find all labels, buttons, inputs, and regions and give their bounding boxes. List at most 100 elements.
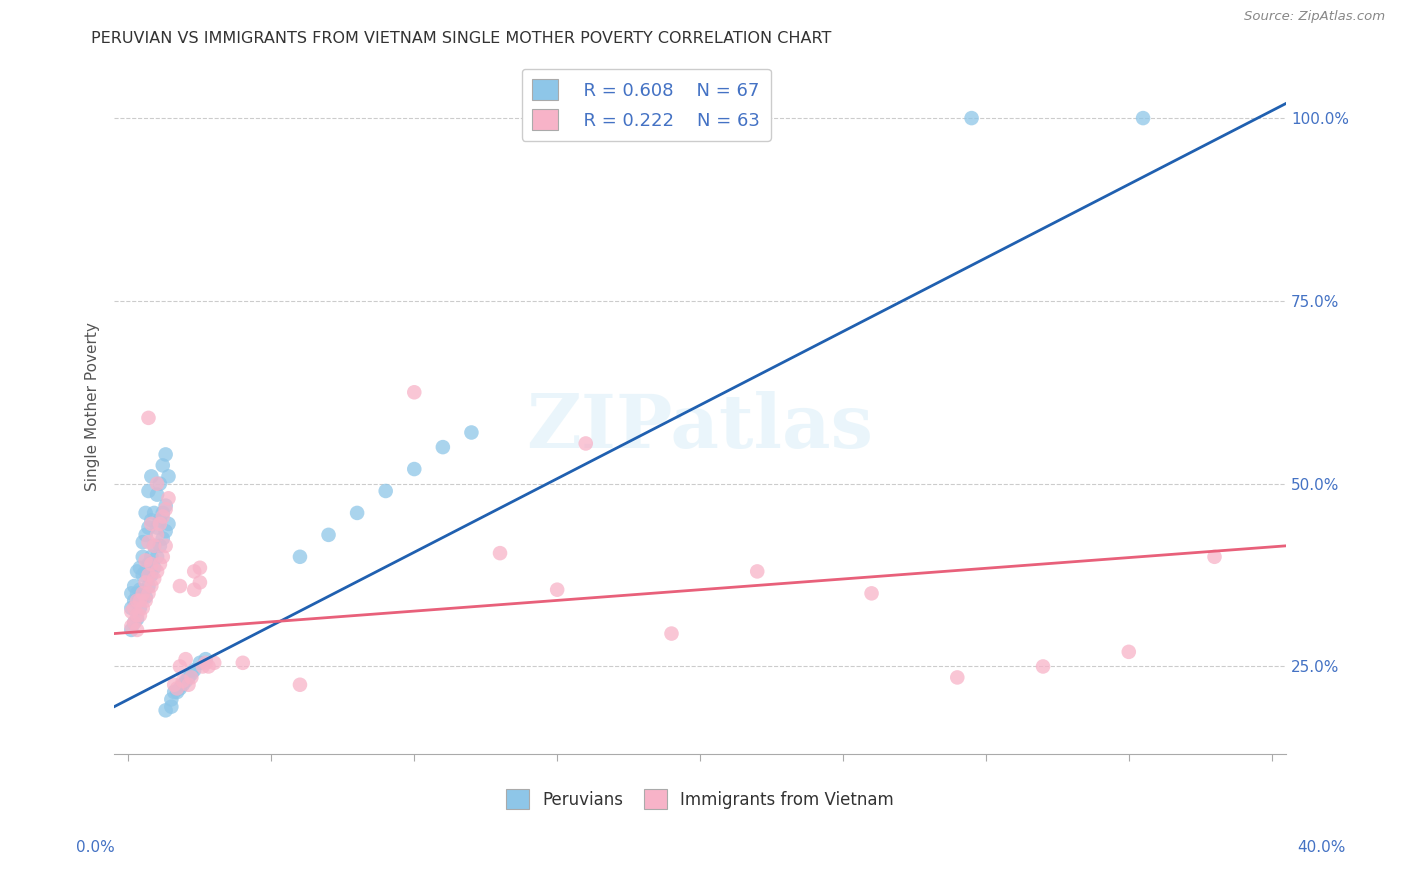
Point bbox=[138, 579, 160, 593]
Point bbox=[661, 626, 683, 640]
Point bbox=[288, 549, 311, 564]
Point bbox=[141, 579, 163, 593]
Point bbox=[546, 582, 568, 597]
Point bbox=[141, 469, 163, 483]
Point bbox=[177, 678, 200, 692]
Point bbox=[125, 623, 148, 637]
Point bbox=[125, 612, 148, 626]
Point bbox=[163, 678, 186, 692]
Point bbox=[1032, 659, 1054, 673]
Point bbox=[122, 593, 145, 607]
Point bbox=[135, 506, 157, 520]
Point bbox=[146, 565, 169, 579]
Point bbox=[149, 476, 172, 491]
Legend: Peruvians, Immigrants from Vietnam: Peruvians, Immigrants from Vietnam bbox=[499, 783, 901, 815]
Point bbox=[141, 516, 163, 531]
Point bbox=[404, 462, 426, 476]
Point bbox=[183, 663, 205, 677]
Point bbox=[155, 539, 177, 553]
Point bbox=[460, 425, 482, 440]
Point bbox=[960, 111, 983, 125]
Point bbox=[132, 590, 155, 604]
Point bbox=[374, 483, 396, 498]
Text: 0.0%: 0.0% bbox=[76, 840, 115, 855]
Point bbox=[120, 623, 142, 637]
Point bbox=[152, 506, 174, 520]
Point bbox=[122, 615, 145, 630]
Point bbox=[138, 535, 160, 549]
Point bbox=[155, 524, 177, 539]
Point bbox=[141, 557, 163, 571]
Y-axis label: Single Mother Poverty: Single Mother Poverty bbox=[86, 323, 100, 491]
Point bbox=[191, 659, 214, 673]
Point bbox=[135, 593, 157, 607]
Point bbox=[122, 615, 145, 630]
Point bbox=[149, 516, 172, 531]
Point bbox=[143, 572, 166, 586]
Point bbox=[197, 659, 219, 673]
Point bbox=[160, 779, 183, 793]
Point bbox=[174, 652, 197, 666]
Point bbox=[163, 685, 186, 699]
Point bbox=[149, 539, 172, 553]
Point bbox=[138, 557, 160, 571]
Point bbox=[183, 582, 205, 597]
Point bbox=[132, 535, 155, 549]
Point bbox=[180, 666, 202, 681]
Point bbox=[169, 681, 191, 696]
Point bbox=[132, 601, 155, 615]
Point bbox=[160, 779, 183, 793]
Point bbox=[135, 528, 157, 542]
Point bbox=[166, 685, 188, 699]
Point bbox=[146, 549, 169, 564]
Point bbox=[1118, 645, 1140, 659]
Point bbox=[120, 605, 142, 619]
Point bbox=[135, 553, 157, 567]
Point bbox=[194, 656, 217, 670]
Point bbox=[132, 568, 155, 582]
Point bbox=[138, 483, 160, 498]
Point bbox=[135, 590, 157, 604]
Point bbox=[146, 528, 169, 542]
Point bbox=[120, 619, 142, 633]
Point bbox=[129, 601, 152, 615]
Point bbox=[135, 575, 157, 590]
Point bbox=[188, 561, 211, 575]
Point bbox=[157, 516, 180, 531]
Point bbox=[183, 565, 205, 579]
Point bbox=[125, 593, 148, 607]
Point bbox=[172, 678, 194, 692]
Point bbox=[946, 670, 969, 684]
Point bbox=[146, 520, 169, 534]
Point bbox=[132, 586, 155, 600]
Point bbox=[138, 568, 160, 582]
Point bbox=[143, 506, 166, 520]
Point bbox=[155, 502, 177, 516]
Point bbox=[166, 681, 188, 696]
Point bbox=[143, 539, 166, 553]
Text: 40.0%: 40.0% bbox=[1298, 840, 1346, 855]
Point bbox=[143, 561, 166, 575]
Point bbox=[177, 670, 200, 684]
Point bbox=[1132, 111, 1154, 125]
Point bbox=[160, 692, 183, 706]
Point bbox=[318, 528, 340, 542]
Point bbox=[149, 557, 172, 571]
Point bbox=[125, 565, 148, 579]
Point bbox=[152, 458, 174, 473]
Point bbox=[169, 659, 191, 673]
Point bbox=[575, 436, 598, 450]
Point bbox=[122, 579, 145, 593]
Point bbox=[152, 532, 174, 546]
Point bbox=[138, 520, 160, 534]
Text: PERUVIAN VS IMMIGRANTS FROM VIETNAM SINGLE MOTHER POVERTY CORRELATION CHART: PERUVIAN VS IMMIGRANTS FROM VIETNAM SING… bbox=[91, 31, 832, 46]
Point bbox=[138, 586, 160, 600]
Point bbox=[188, 656, 211, 670]
Text: Source: ZipAtlas.com: Source: ZipAtlas.com bbox=[1244, 10, 1385, 22]
Point bbox=[152, 509, 174, 524]
Point bbox=[129, 593, 152, 607]
Point bbox=[138, 410, 160, 425]
Point bbox=[194, 652, 217, 666]
Point bbox=[155, 703, 177, 717]
Point bbox=[125, 608, 148, 623]
